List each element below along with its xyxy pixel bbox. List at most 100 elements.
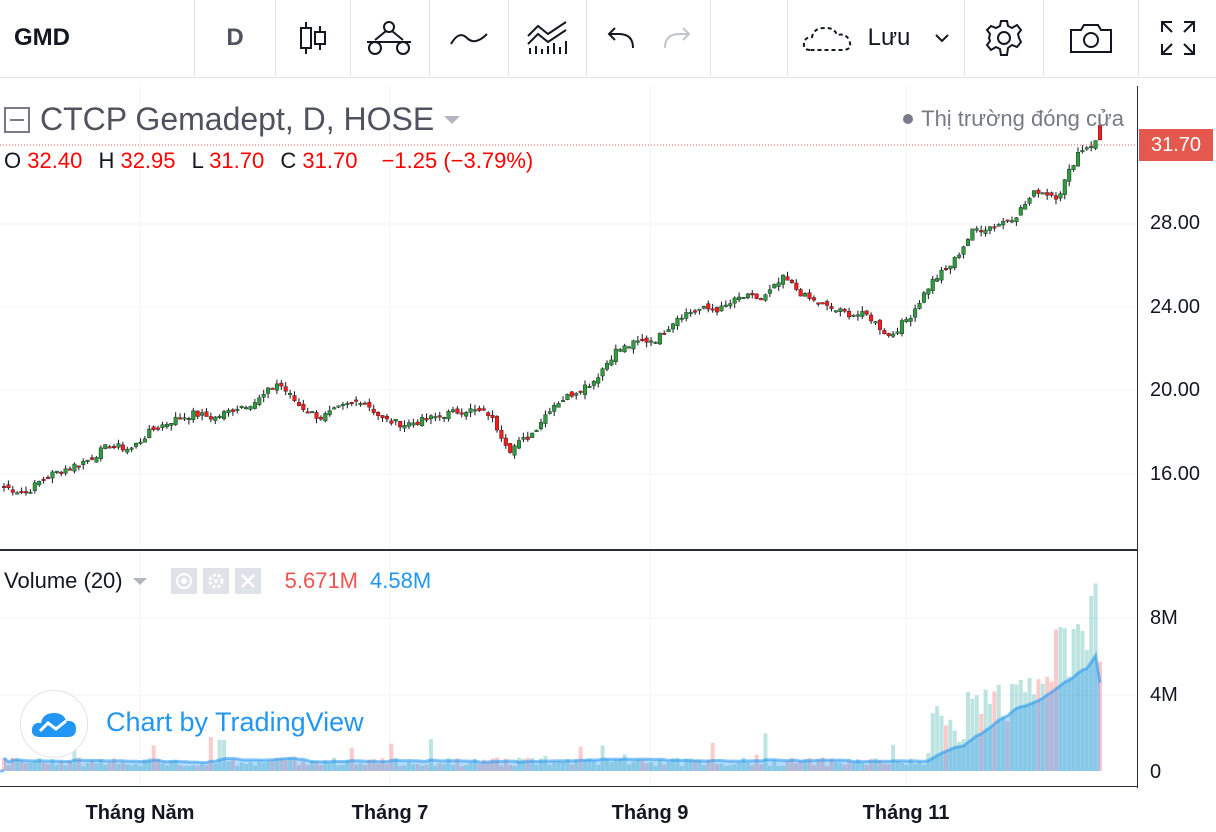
toolbar-divider xyxy=(586,0,587,76)
candle-body xyxy=(138,441,143,444)
gear-icon[interactable] xyxy=(202,568,229,594)
tradingview-watermark[interactable]: Chart by TradingView xyxy=(106,707,364,737)
price-axis-tick: 24.00 xyxy=(1150,296,1201,318)
settings-icon[interactable] xyxy=(965,0,1043,76)
candle-body xyxy=(516,440,521,449)
volume-bar xyxy=(935,706,940,771)
candle-body xyxy=(939,269,944,281)
volume-bar xyxy=(653,765,658,771)
volume-bar xyxy=(644,763,649,771)
volume-bar xyxy=(1040,683,1045,771)
collapse-icon[interactable] xyxy=(4,106,30,133)
candle-body xyxy=(270,387,275,390)
candle-body xyxy=(662,332,667,335)
toolbar-divider xyxy=(194,0,195,76)
volume-bar xyxy=(107,762,112,771)
series-legend[interactable]: CTCP Gemadept, D, HOSE xyxy=(4,101,461,138)
candle-body xyxy=(376,412,381,416)
volume-bar xyxy=(147,757,152,771)
compare-icon[interactable] xyxy=(430,0,508,76)
volume-bar xyxy=(794,763,799,771)
fullscreen-icon[interactable] xyxy=(1139,0,1216,76)
candle-body xyxy=(798,289,803,297)
volume-bar xyxy=(37,758,42,771)
volume-bar xyxy=(450,764,455,771)
save-layout-button[interactable]: Lưu xyxy=(788,0,964,76)
candle-body xyxy=(156,427,161,430)
volume-bar xyxy=(340,764,345,771)
volume-bar xyxy=(195,765,200,771)
volume-bar xyxy=(98,759,103,771)
candle-body xyxy=(72,463,77,472)
volume-bar xyxy=(424,764,429,771)
candle-body xyxy=(983,229,988,234)
toolbar-divider xyxy=(508,0,509,76)
candle-body xyxy=(556,403,561,408)
candle-body xyxy=(1014,217,1019,223)
redo-icon[interactable] xyxy=(648,0,708,76)
candle-body xyxy=(627,346,632,349)
volume-bar xyxy=(415,764,420,771)
candle-body xyxy=(239,405,244,408)
volume-bar xyxy=(767,765,772,771)
interval-button[interactable]: D xyxy=(226,24,244,51)
volume-bar xyxy=(310,760,315,771)
candle-body xyxy=(213,416,218,421)
volume-legend[interactable]: Volume (20) 5.671M 4.58M xyxy=(4,568,431,594)
volume-bar xyxy=(1084,649,1089,771)
pane-separator[interactable] xyxy=(0,549,1138,551)
series-title: CTCP Gemadept, D, HOSE xyxy=(40,101,435,137)
tradingview-logo[interactable] xyxy=(20,690,88,758)
volume-bar xyxy=(327,762,332,771)
volume-bar xyxy=(657,759,662,771)
candle-body xyxy=(292,395,297,402)
candle-body xyxy=(129,447,134,450)
candle-body xyxy=(279,382,284,387)
volume-bar xyxy=(494,757,499,771)
volume-bar xyxy=(270,760,275,771)
candle-body xyxy=(340,404,345,406)
eye-icon[interactable] xyxy=(170,568,197,594)
close-icon[interactable] xyxy=(234,568,261,594)
candle-body xyxy=(961,246,966,255)
candle-body xyxy=(957,254,962,258)
candle-body xyxy=(15,492,20,495)
candle-body xyxy=(305,411,310,414)
candle-body xyxy=(693,310,698,313)
volume-bar xyxy=(1062,628,1067,771)
candle-body xyxy=(354,399,359,402)
volume-bar xyxy=(1009,683,1014,771)
candle-body xyxy=(164,423,169,428)
templates-icon[interactable] xyxy=(509,0,585,76)
volume-bar xyxy=(156,759,161,771)
volume-bar xyxy=(261,762,266,771)
volume-bar xyxy=(72,738,77,771)
candle-body xyxy=(816,302,821,305)
candle-body xyxy=(864,310,869,315)
candle-body xyxy=(979,230,984,233)
candle-body xyxy=(398,420,403,428)
candle-body xyxy=(1031,190,1036,197)
candle-body xyxy=(525,436,530,440)
volume-bar xyxy=(1080,630,1085,771)
candle-body xyxy=(345,403,350,405)
chevron-down-icon[interactable] xyxy=(132,577,147,585)
chevron-down-icon[interactable] xyxy=(444,115,461,124)
volume-bar xyxy=(1067,676,1072,771)
price-axis-tick: 20.00 xyxy=(1150,379,1201,401)
volume-bar xyxy=(785,761,790,771)
volume-bar xyxy=(283,759,288,771)
candle-body xyxy=(85,459,90,462)
volume-bar xyxy=(710,742,715,771)
candle-body xyxy=(803,293,808,297)
candles-icon[interactable] xyxy=(276,0,350,76)
symbol-search-button[interactable]: GMD xyxy=(14,24,70,51)
candle-body xyxy=(1018,207,1023,216)
candle-body xyxy=(891,333,896,337)
camera-icon[interactable] xyxy=(1044,0,1138,76)
indicators-icon[interactable] xyxy=(351,0,427,76)
candle-body xyxy=(68,468,73,471)
volume-bar xyxy=(367,759,372,771)
undo-icon[interactable] xyxy=(590,0,650,76)
